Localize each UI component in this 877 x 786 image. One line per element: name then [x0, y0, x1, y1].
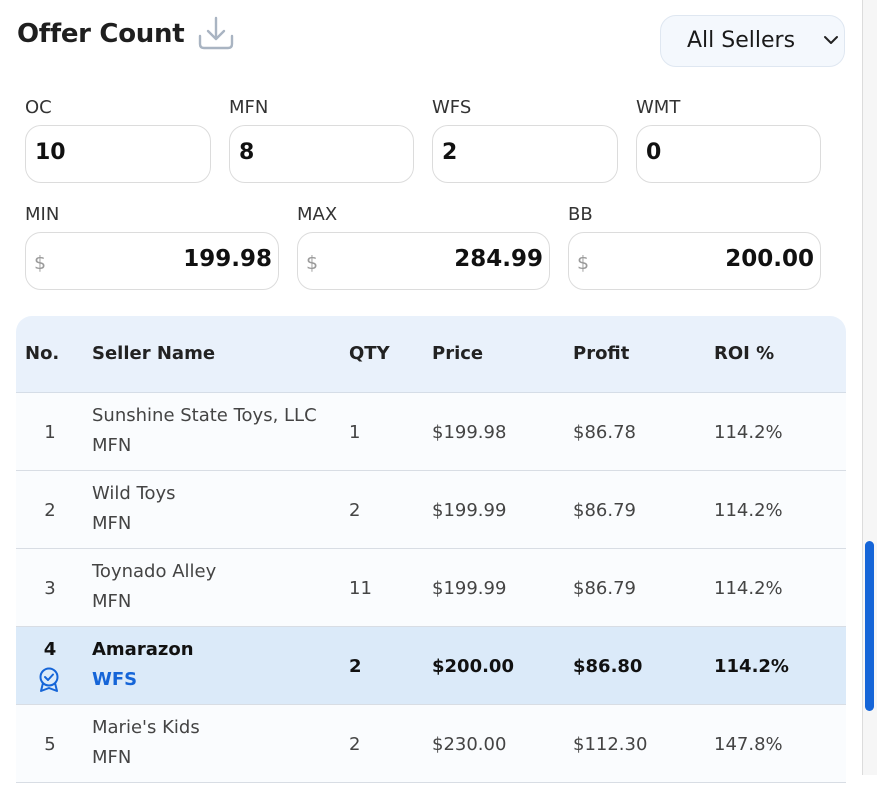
qty: 2 [349, 656, 362, 677]
fulfillment-type: MFN [92, 513, 132, 534]
profit: $86.79 [573, 500, 636, 521]
table-row[interactable]: 3 Toynado Alley MFN 11 $199.99 $86.79 11… [16, 549, 846, 627]
seller-name: Toynado Alley [92, 561, 217, 582]
fulfillment-type: MFN [92, 747, 132, 768]
profit: $86.80 [573, 656, 643, 677]
currency-symbol: $ [34, 252, 47, 274]
qty: 11 [349, 578, 372, 599]
fulfillment-type: WFS [92, 669, 138, 690]
min-price-field[interactable]: $ 199.98 [25, 232, 279, 290]
roi: 114.2% [714, 422, 783, 443]
mfn-label: MFN [229, 97, 269, 118]
seller-filter-value: All Sellers [687, 28, 796, 53]
col-seller-name[interactable]: Seller Name [92, 343, 216, 364]
table-row[interactable]: 2 Wild Toys MFN 2 $199.99 $86.79 114.2% [16, 471, 846, 549]
currency-symbol: $ [306, 252, 319, 274]
price: $199.99 [432, 500, 507, 521]
download-icon[interactable] [196, 14, 236, 52]
offers-table: No. Seller Name QTY Price Profit ROI % 1… [16, 316, 846, 786]
row-number: 2 [44, 500, 56, 521]
table-row-buy-box[interactable]: 4 Amarazon WFS 2 $200.00 $86.80 114.2% [16, 627, 846, 705]
row-number: 4 [43, 639, 57, 660]
fulfillment-type: MFN [92, 435, 132, 456]
table-row[interactable]: 1 Sunshine State Toys, LLC MFN 1 $199.98… [16, 393, 846, 471]
price: $199.98 [432, 422, 507, 443]
table-header: No. Seller Name QTY Price Profit ROI % [16, 316, 846, 393]
wfs-field[interactable]: 2 [432, 125, 618, 183]
seller-name: Sunshine State Toys, LLC [92, 405, 317, 426]
price: $199.99 [432, 578, 507, 599]
profit: $86.78 [573, 422, 636, 443]
seller-name: Amarazon [92, 639, 194, 660]
row-number: 1 [44, 422, 56, 443]
max-label: MAX [297, 204, 338, 225]
min-label: MIN [25, 204, 60, 225]
col-no[interactable]: No. [25, 343, 60, 364]
roi: 114.2% [714, 578, 783, 599]
scrollbar-thumb[interactable] [865, 541, 874, 711]
oc-field[interactable]: 10 [25, 125, 211, 183]
mfn-field[interactable]: 8 [229, 125, 414, 183]
wmt-field[interactable]: 0 [636, 125, 821, 183]
row-number: 3 [44, 578, 56, 599]
wfs-value: 2 [442, 140, 458, 165]
price: $230.00 [432, 734, 507, 755]
roi: 147.8% [714, 734, 783, 755]
qty: 2 [349, 500, 361, 521]
mfn-value: 8 [239, 140, 255, 165]
col-roi[interactable]: ROI % [714, 343, 775, 364]
qty: 2 [349, 734, 361, 755]
seller-name: Marie's Kids [92, 717, 200, 738]
panel-border [862, 0, 863, 775]
chevron-down-icon [824, 36, 838, 44]
oc-label: OC [25, 97, 52, 118]
bb-price-field[interactable]: $ 200.00 [568, 232, 821, 290]
row-number: 5 [44, 734, 56, 755]
max-price-field[interactable]: $ 284.99 [297, 232, 550, 290]
col-price[interactable]: Price [432, 343, 484, 364]
table-row[interactable]: 5 Marie's Kids MFN 2 $230.00 $112.30 147… [16, 705, 846, 783]
page-title: Offer Count [17, 19, 185, 49]
wmt-label: WMT [636, 97, 681, 118]
wfs-label: WFS [432, 97, 472, 118]
fulfillment-type: MFN [92, 591, 132, 612]
profit: $112.30 [573, 734, 648, 755]
oc-value: 10 [35, 140, 66, 165]
col-qty[interactable]: QTY [349, 343, 390, 364]
min-price-value: 199.98 [183, 246, 272, 272]
qty: 1 [349, 422, 361, 443]
seller-name: Wild Toys [92, 483, 176, 504]
bb-label: BB [568, 204, 593, 225]
seller-filter-dropdown[interactable]: All Sellers [660, 15, 845, 67]
bb-price-value: 200.00 [725, 246, 814, 272]
wmt-value: 0 [646, 140, 662, 165]
roi: 114.2% [714, 500, 783, 521]
roi: 114.2% [714, 656, 789, 677]
max-price-value: 284.99 [454, 246, 543, 272]
profit: $86.79 [573, 578, 636, 599]
currency-symbol: $ [577, 252, 590, 274]
price: $200.00 [432, 656, 514, 677]
award-badge-icon [39, 667, 59, 692]
col-profit[interactable]: Profit [573, 343, 630, 364]
